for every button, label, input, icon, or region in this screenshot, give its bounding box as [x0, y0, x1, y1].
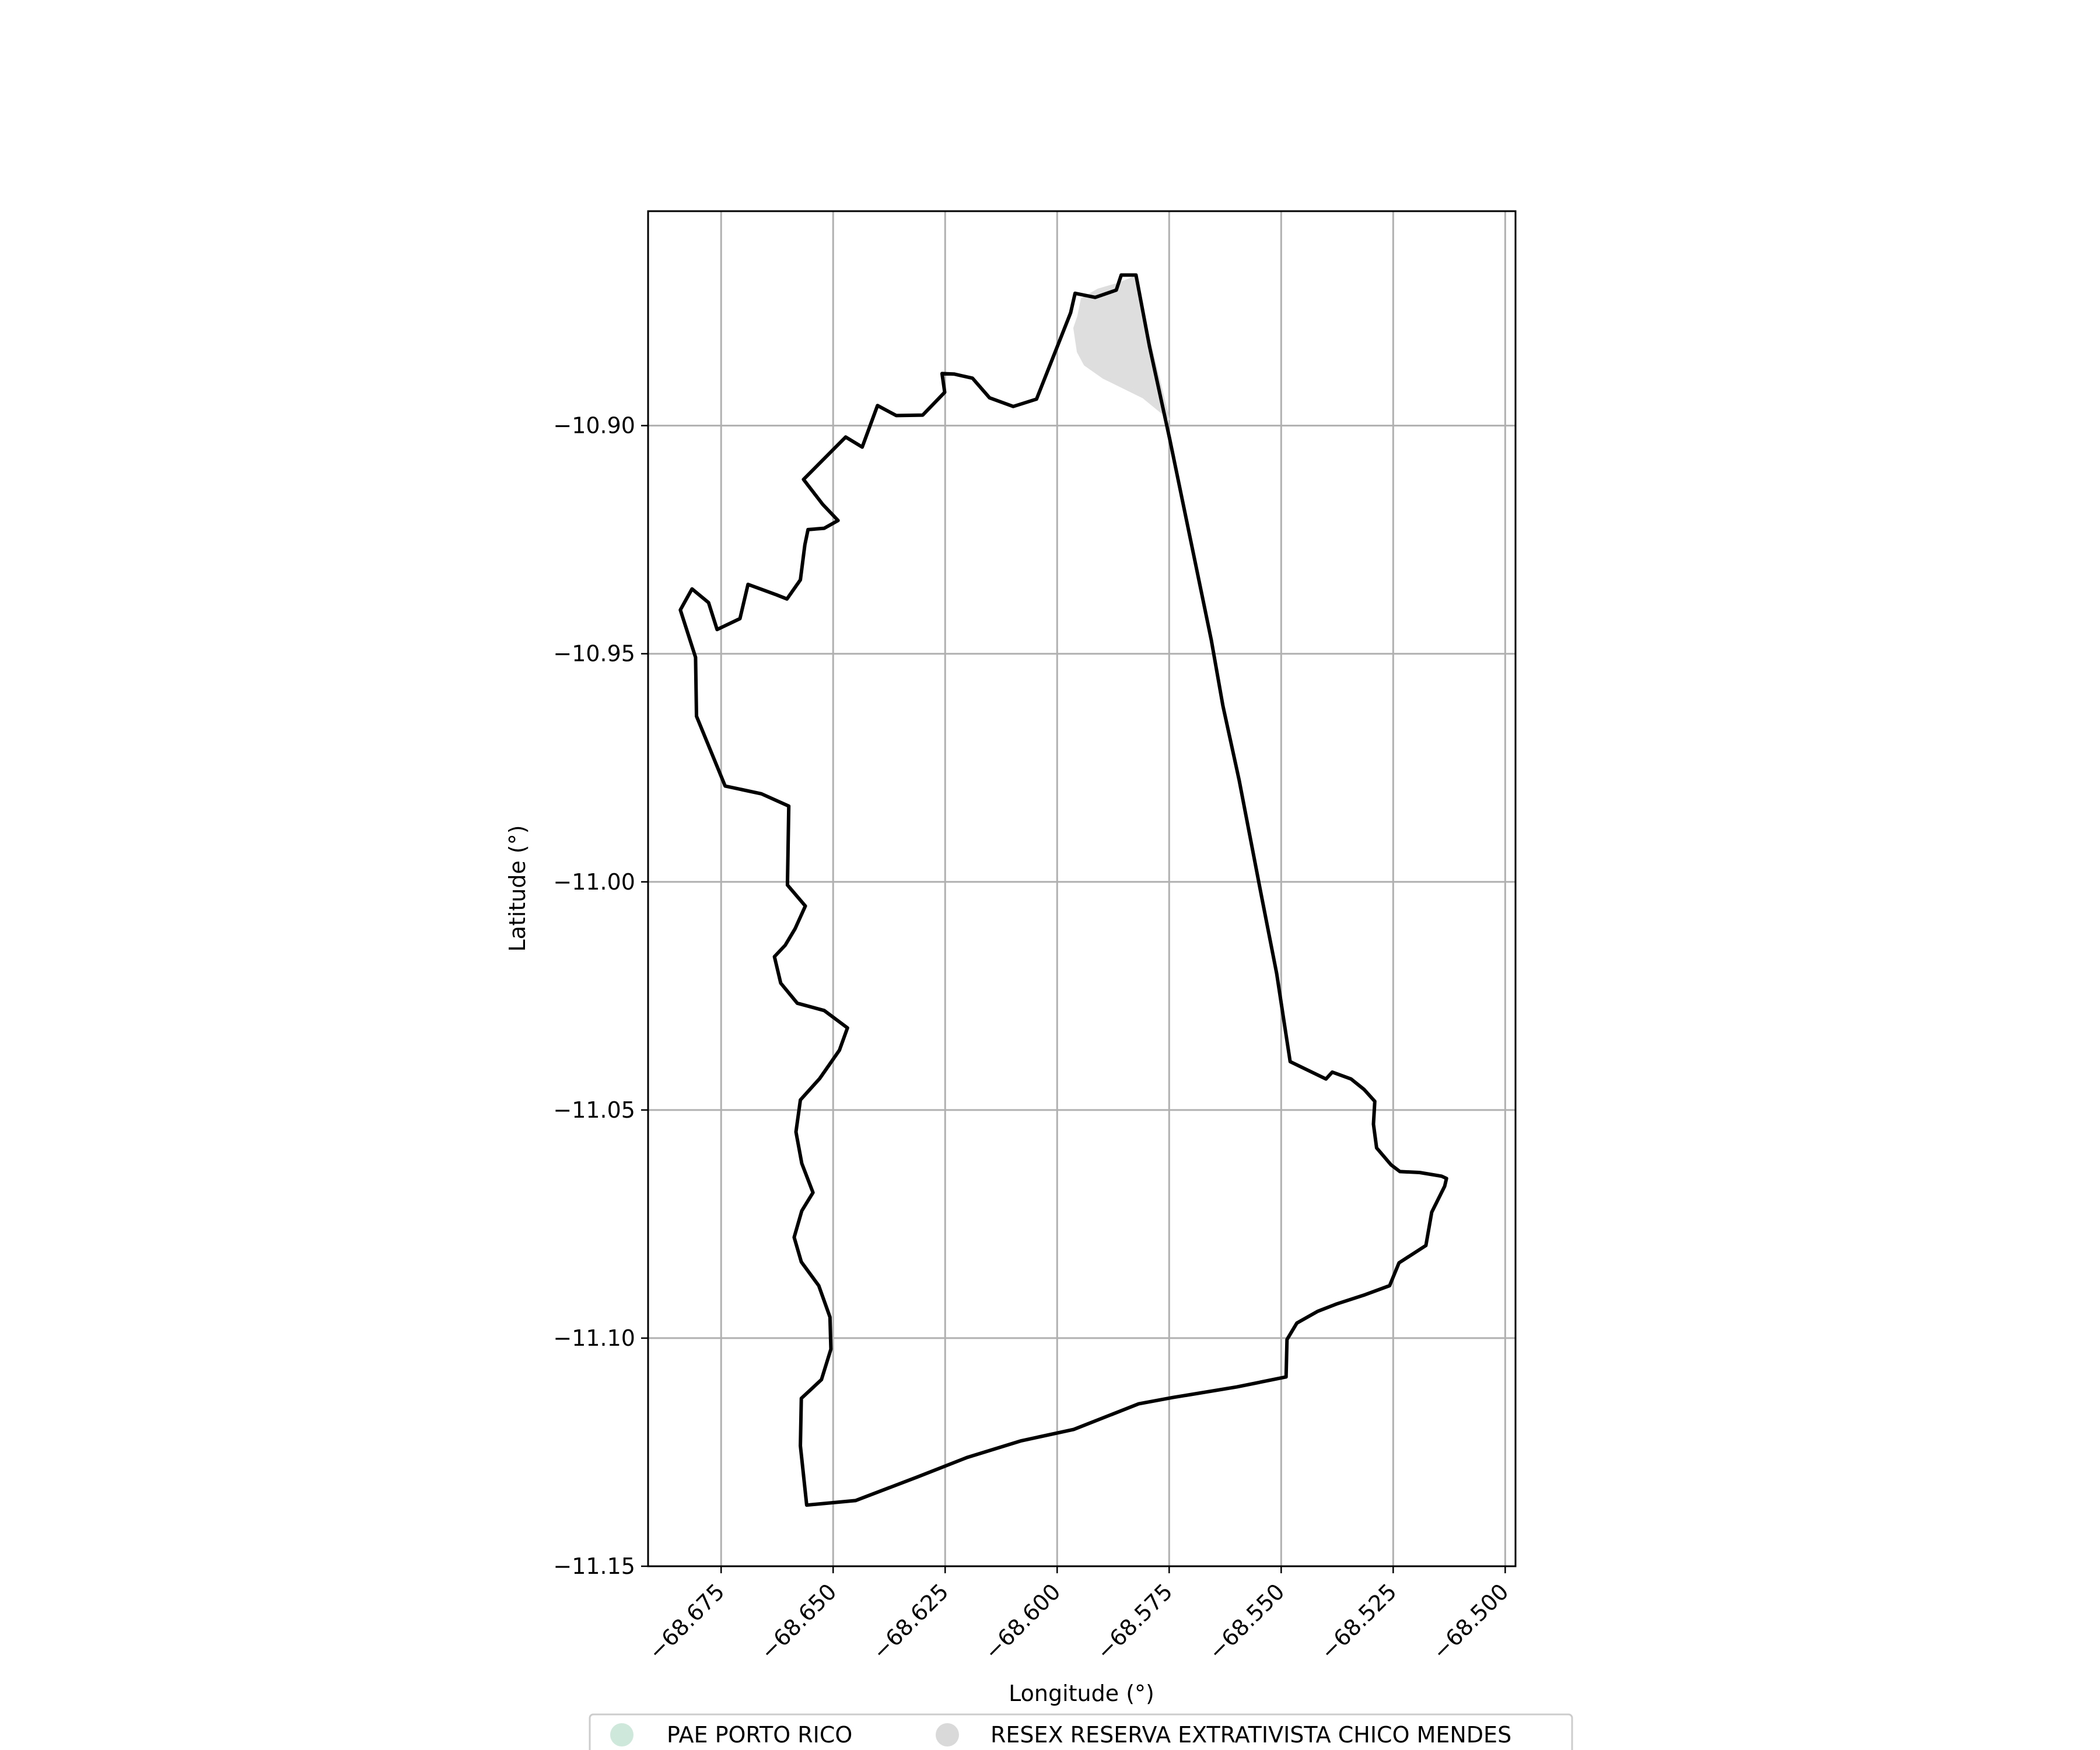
polygon-resex-chico-mendes	[1073, 276, 1170, 421]
plot-frame	[647, 210, 1517, 1567]
y-tick-label-2: −11.00	[553, 869, 635, 895]
y-tick-label-5: −11.15	[553, 1553, 635, 1579]
legend-swatch-resex-chico-mendes	[936, 1723, 959, 1746]
legend-label-resex-chico-mendes: RESEX RESERVA EXTRATIVISTA CHICO MENDES	[991, 1722, 1511, 1748]
y-tick-label-0: −10.90	[553, 413, 635, 439]
legend-swatch-pae-porto-rico	[610, 1723, 634, 1746]
legend-label-pae-porto-rico: PAE PORTO RICO	[667, 1722, 852, 1748]
legend: PAE PORTO RICO RESEX RESERVA EXTRATIVIST…	[589, 1713, 1573, 1750]
legend-box	[589, 1713, 1573, 1750]
polygon-pae-porto-rico	[678, 273, 1448, 1507]
polygon-layers	[678, 273, 1448, 1507]
y-axis-label: Latitude (°)	[505, 825, 530, 951]
y-tick-label-3: −11.05	[553, 1097, 635, 1123]
y-tick-label-4: −11.10	[553, 1325, 635, 1351]
x-axis-label: Longitude (°)	[1009, 1681, 1154, 1706]
y-tick-label-1: −10.95	[553, 641, 635, 667]
